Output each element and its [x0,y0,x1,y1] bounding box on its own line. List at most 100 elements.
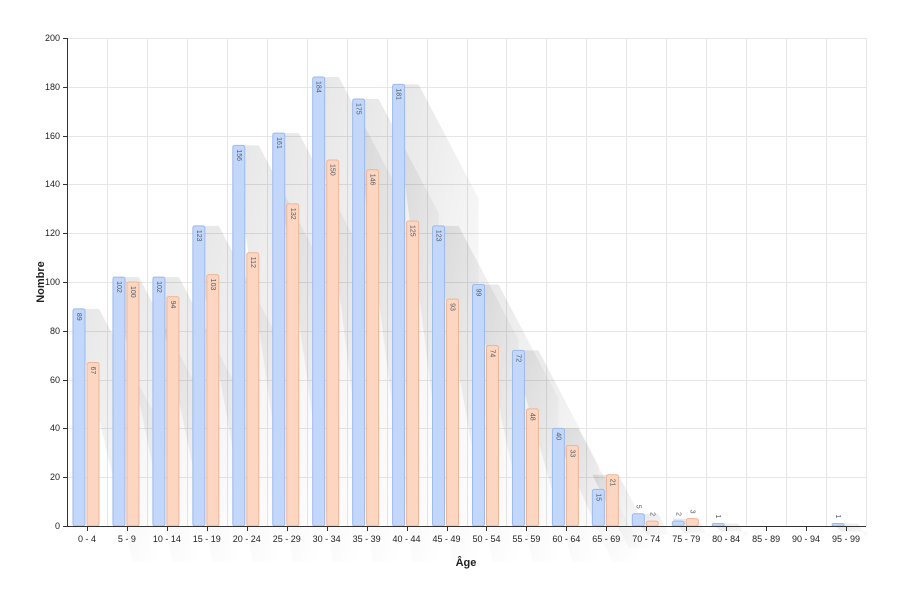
y-tick-label: 60 [50,375,60,385]
series-2-value-label: 93 [449,303,456,311]
x-tick-label: 50 - 54 [472,534,500,544]
y-tick-label: 120 [45,228,60,238]
series-1-bar [72,308,86,527]
x-tick-label: 45 - 49 [433,534,461,544]
series-2-bar [406,220,420,527]
series-1-bar [631,513,645,527]
series-1-value-label: 72 [514,354,521,362]
series-2-bar [525,408,539,527]
series-2-value-label: 112 [249,257,256,268]
series-2-bar [206,274,220,527]
series-2-value-label: 48 [528,413,535,421]
series-1-value-label: 40 [554,432,561,440]
x-tick-label: 15 - 19 [193,534,221,544]
series-2-bar [286,203,300,527]
x-tick-label: 0 - 4 [78,534,96,544]
series-1-bar [711,523,725,527]
series-2-value-label: 150 [329,164,336,176]
series-2-bar [685,518,699,527]
x-tick-label: 40 - 44 [393,534,421,544]
x-tick-label: 35 - 39 [353,534,381,544]
y-tick-label: 80 [50,326,60,336]
y-tick-label: 100 [45,277,60,287]
bar-shadow [832,523,868,542]
series-2-value-label: 125 [409,225,416,237]
x-tick-label: 75 - 79 [672,534,700,544]
series-1-bar [232,144,246,527]
series-1-value-label: 184 [315,81,322,93]
x-tick-label: 10 - 14 [153,534,181,544]
y-tick-label: 0 [55,521,60,531]
series-2-bar [446,298,460,527]
series-1-bar [352,98,366,527]
series-2-bar [645,520,659,527]
x-tick-label: 30 - 34 [313,534,341,544]
series-1-value-label: 2 [674,512,681,516]
series-1-value-label: 1 [834,515,841,519]
series-1-value-label: 99 [475,288,482,296]
y-tick-label: 40 [50,423,60,433]
series-2-bar [246,252,260,527]
series-1-value-label: 175 [355,103,362,115]
series-2-value-label: 94 [169,301,176,309]
series-1-bar [312,76,326,527]
bar-shadows [73,77,868,563]
series-2-value-label: 146 [369,174,376,186]
y-tick-label: 200 [45,33,60,43]
series-2-bar [565,444,579,527]
series-2-bar [126,281,140,527]
series-1-value-label: 1 [714,515,721,519]
series-2-value-label: 21 [608,479,615,487]
series-1-bar [472,283,485,527]
series-1-bar [671,520,685,527]
series-1-bar [831,523,845,527]
series-2-value-label: 74 [489,349,496,357]
bar-shadow [712,523,748,542]
series-1-bar [272,132,286,527]
series-2-bar [366,169,380,527]
series-1-value-label: 89 [75,313,82,321]
y-tick-label: 180 [45,82,60,92]
x-axis-title: Âge [456,556,477,569]
series-1-value-label: 181 [395,88,402,100]
x-tick-label: 95 - 99 [832,534,860,544]
series-2-bar [166,296,180,527]
series-1-bar [192,225,206,527]
series-2-bar [86,362,100,527]
series-1-value-label: 123 [195,230,202,242]
series-1-value-label: 102 [115,281,122,293]
series-1-bar [511,349,525,527]
series-2-value-label: 33 [568,449,575,457]
series-2-value-label: 67 [89,367,96,375]
series-2-value-label: 3 [688,510,695,514]
y-tick-label: 160 [45,131,60,141]
series-1-bar [432,225,446,527]
series-1-value-label: 15 [594,493,601,501]
x-tick-label: 5 - 9 [118,534,136,544]
x-tick-label: 60 - 64 [552,534,580,544]
x-tick-label: 65 - 69 [592,534,620,544]
series-2-value-label: 132 [289,208,296,220]
series-1-bar [112,276,126,527]
series-1-value-label: 156 [235,149,242,161]
series-2-value-label: 100 [129,286,136,298]
x-tick-label: 80 - 84 [712,534,740,544]
y-axis-title: Nombre [35,261,47,303]
x-tick-label: 55 - 59 [512,534,540,544]
x-tick-label: 25 - 29 [273,534,301,544]
series-2-bar [326,159,340,527]
series-2-bar [486,344,499,527]
x-tick-label: 90 - 94 [792,534,820,544]
y-tick-label: 140 [45,179,60,189]
series-1-bar [392,83,406,527]
series-1-bar [152,276,166,527]
series-1-value-label: 5 [634,505,641,509]
x-tick-label: 70 - 74 [632,534,660,544]
series-1-value-label: 123 [435,230,442,242]
series-1-value-label: 161 [275,137,282,149]
series-2-value-label: 2 [648,512,655,516]
series-1-value-label: 102 [155,281,162,293]
